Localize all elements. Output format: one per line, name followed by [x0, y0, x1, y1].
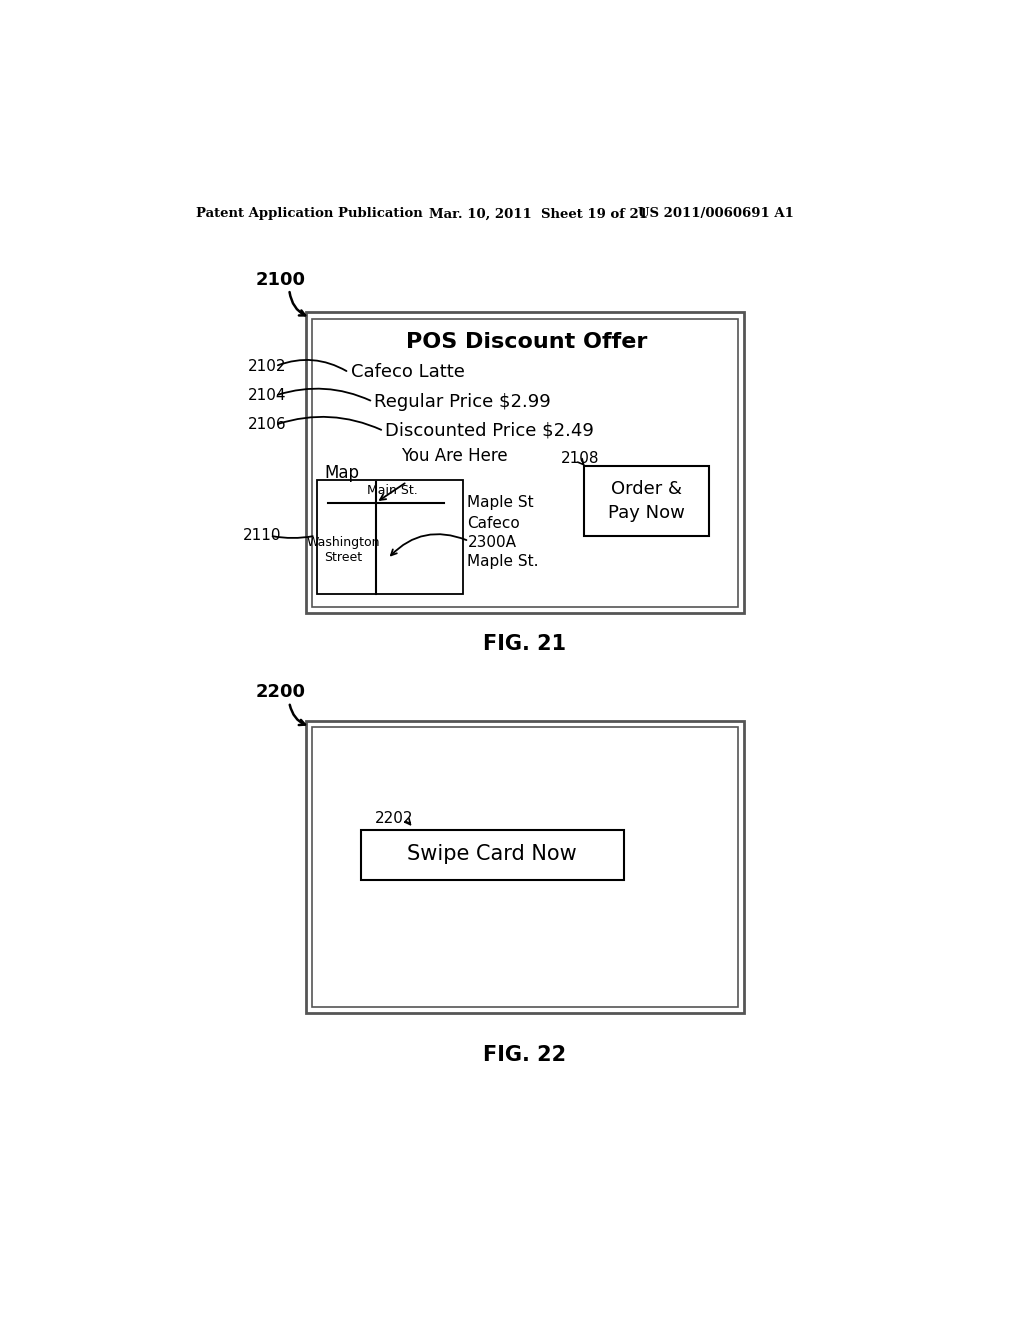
Text: 2100: 2100 [256, 271, 306, 289]
Text: US 2011/0060691 A1: US 2011/0060691 A1 [638, 207, 794, 220]
FancyBboxPatch shape [360, 830, 624, 880]
Text: You Are Here: You Are Here [400, 446, 508, 465]
Text: Patent Application Publication: Patent Application Publication [197, 207, 423, 220]
Text: Main St.: Main St. [367, 484, 418, 498]
Text: 2202: 2202 [375, 810, 413, 826]
Text: 2108: 2108 [560, 451, 599, 466]
Text: Map: Map [324, 463, 359, 482]
FancyBboxPatch shape [584, 466, 710, 536]
FancyBboxPatch shape [306, 721, 744, 1014]
Text: Cafeco Latte: Cafeco Latte [351, 363, 465, 381]
Text: FIG. 21: FIG. 21 [483, 634, 566, 653]
FancyBboxPatch shape [306, 313, 744, 612]
Text: Swipe Card Now: Swipe Card Now [408, 845, 578, 865]
Text: Order &
Pay Now: Order & Pay Now [608, 480, 685, 521]
Text: 2104: 2104 [248, 388, 287, 403]
Text: 2106: 2106 [248, 417, 287, 433]
Text: 2200: 2200 [256, 682, 306, 701]
Text: Discounted Price $2.49: Discounted Price $2.49 [385, 422, 594, 440]
FancyBboxPatch shape [312, 726, 738, 1007]
Text: Washington
Street: Washington Street [307, 536, 380, 564]
Text: Maple St: Maple St [467, 495, 535, 510]
FancyBboxPatch shape [312, 318, 738, 607]
Text: 2110: 2110 [243, 528, 282, 544]
Text: 2102: 2102 [248, 359, 287, 374]
Text: Mar. 10, 2011  Sheet 19 of 21: Mar. 10, 2011 Sheet 19 of 21 [429, 207, 648, 220]
Text: FIG. 22: FIG. 22 [483, 1045, 566, 1065]
Text: Cafeco
2300A
Maple St.: Cafeco 2300A Maple St. [467, 516, 539, 569]
Text: Regular Price $2.99: Regular Price $2.99 [375, 393, 551, 411]
FancyBboxPatch shape [317, 480, 463, 594]
Text: POS Discount Offer: POS Discount Offer [406, 331, 647, 351]
